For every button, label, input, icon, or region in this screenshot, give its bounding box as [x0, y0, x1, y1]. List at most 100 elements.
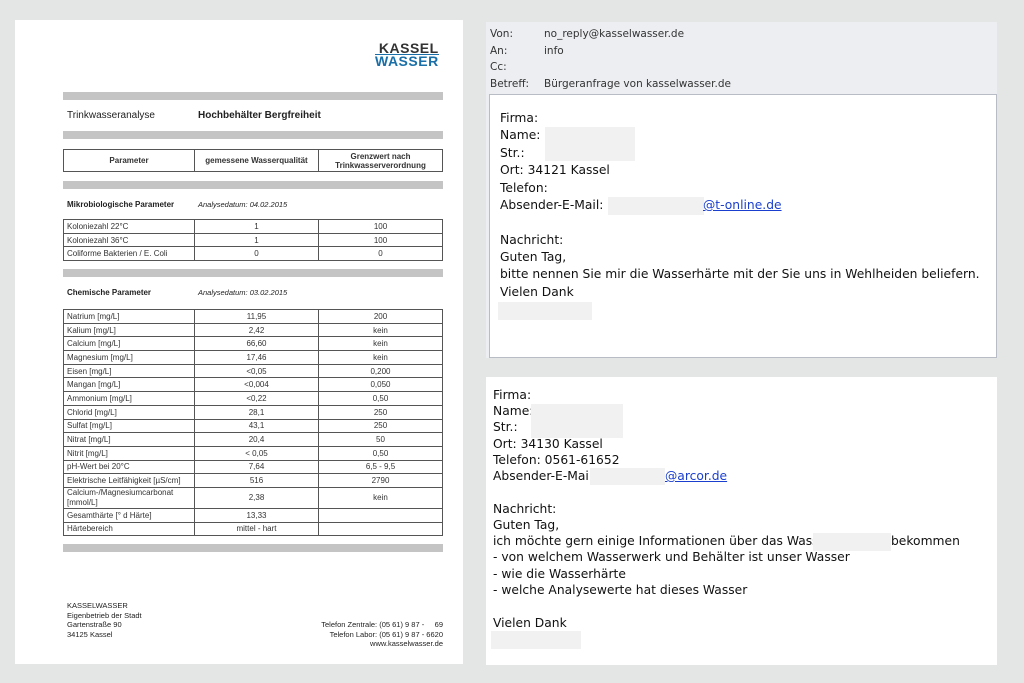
kasselwasser-logo: KASSEL WASSER — [375, 40, 439, 69]
closing: Vielen Dank — [500, 285, 574, 299]
table-cell: Natrium [mg/L] — [63, 309, 195, 324]
table-cell: 2,38 — [194, 486, 319, 509]
table-cell: Magnesium [mg/L] — [63, 350, 195, 365]
table-row: Natrium [mg/L] 11,95 200 — [63, 309, 443, 324]
header-label: Cc: — [490, 61, 507, 73]
table-cell: 100 — [318, 219, 443, 234]
table-cell: 13,33 — [194, 507, 319, 523]
header-cell: Grenzwert nach Trinkwasserverordnung — [318, 149, 443, 172]
table-cell: pH-Wert bei 20°C — [63, 459, 195, 475]
firma: Firma: — [500, 111, 539, 125]
table-cell: 2,42 — [194, 322, 319, 338]
header-label: Von: — [490, 28, 513, 40]
table-cell: 50 — [318, 432, 443, 447]
table-cell: <0,004 — [194, 377, 319, 393]
table-cell: 6,5 - 9,5 — [318, 459, 443, 475]
redacted — [590, 468, 665, 485]
table-cell: kein — [318, 350, 443, 365]
email-2: Firma: Name: Str.: Ort: 34130 Kassel Tel… — [486, 377, 997, 665]
bullet: - von welchem Wasserwerk und Behälter is… — [493, 550, 850, 564]
phone: Telefon: — [500, 181, 548, 195]
divider — [63, 92, 443, 100]
header-value: Bürgeranfrage von kasselwasser.de — [544, 77, 731, 90]
chem-table: Natrium [mg/L] 11,95 200 Kalium [mg/L] 2,42 k… — [63, 309, 443, 537]
firma: Firma: — [493, 388, 532, 402]
table-cell: 0,050 — [318, 377, 443, 393]
street: Str.: — [500, 146, 525, 160]
table-cell: Gesamthärte [° d Härte] — [63, 507, 195, 523]
table-cell: Ammonium [mg/L] — [63, 391, 195, 406]
bullet: - welche Analysewerte hat dieses Wasser — [493, 583, 748, 597]
table-cell: kein — [318, 486, 443, 509]
message-label: Nachricht: — [493, 502, 557, 516]
table-cell: 1 — [194, 219, 319, 234]
table-row: Coliforme Bakterien / E. Coli 0 0 — [63, 246, 443, 262]
title-value: Hochbehälter Bergfreiheit — [198, 110, 321, 121]
table-cell: 0 — [194, 246, 319, 262]
water-analysis-document: KASSEL WASSER Trinkwasseranalyse Hochbehä… — [15, 20, 463, 664]
street: Str.: — [493, 420, 518, 434]
table-row: Härtebereich mittel - hart — [63, 521, 443, 537]
phone: Telefon: 0561-61652 — [493, 453, 620, 467]
micro-title: Mikrobiologische Parameter — [67, 200, 175, 209]
city: Ort: 34130 Kassel — [493, 437, 603, 451]
table-row: Elektrische Leitfähigkeit [µS/cm] 516 2790 — [63, 473, 443, 488]
email-1-body: Firma: Name: Str.: Ort: 34121 Kassel Tel… — [489, 94, 997, 358]
header-value: no_reply@kasselwasser.de — [544, 28, 685, 40]
table-cell: Sulfat [mg/L] — [63, 418, 195, 434]
table-cell: Härtebereich — [63, 521, 195, 537]
table-row: Calcium [mg/L] 66,60 kein — [63, 336, 443, 352]
table-cell: 28,1 — [194, 404, 319, 420]
table-cell: Calcium [mg/L] — [63, 336, 195, 352]
table-cell: 2790 — [318, 473, 443, 488]
table-cell: kein — [318, 336, 443, 352]
redacted — [498, 302, 592, 320]
closing: Vielen Dank — [493, 616, 567, 630]
table-cell: 200 — [318, 309, 443, 324]
table-row: Kalium [mg/L] 2,42 kein — [63, 322, 443, 338]
sender-email-label: Absender-E-Mail: — [500, 198, 604, 212]
table-cell: Mangan [mg/L] — [63, 377, 195, 393]
name: Name: — [493, 404, 534, 418]
city: Ort: 34121 Kassel — [500, 163, 610, 177]
table-row: Koloniezahl 36°C 1 100 — [63, 232, 443, 248]
table-cell: 20,4 — [194, 432, 319, 447]
table-cell: 17,46 — [194, 350, 319, 365]
redacted — [608, 197, 704, 215]
chem-date: Analysedatum: 03.02.2015 — [198, 288, 288, 297]
table-cell — [318, 521, 443, 537]
header-value: info — [544, 44, 564, 57]
table-row: Mangan [mg/L] <0,004 0,050 — [63, 377, 443, 393]
micro-table: Koloniezahl 22°C 1 100 Koloniezahl 36°C 1 100… — [63, 219, 443, 262]
table-cell: Koloniezahl 36°C — [63, 232, 195, 248]
table-cell: Nitrit [mg/L] — [63, 445, 195, 461]
redacted — [491, 631, 581, 649]
table-row: Nitrat [mg/L] 20,4 50 — [63, 432, 443, 447]
sender-email-link[interactable]: @arcor.de — [665, 469, 728, 483]
divider — [63, 131, 443, 139]
message-line: ich möchte gern einige Informationen übe… — [493, 534, 851, 548]
table-cell: Kalium [mg/L] — [63, 322, 195, 338]
footer-contact: Telefon Zentrale: (05 61) 9 87 - 69 Telef… — [321, 620, 443, 648]
table-cell: Elektrische Leitfähigkeit [µS/cm] — [63, 473, 195, 488]
table-cell: mittel - hart — [194, 521, 319, 537]
table-row: Calcium-/Magnesiumcarbonat [mmol/L] 2,38 k… — [63, 486, 443, 509]
header-label: An: — [490, 44, 508, 57]
sender-email-link[interactable]: @t-online.de — [703, 198, 782, 212]
table-cell: 250 — [318, 418, 443, 434]
divider — [63, 181, 443, 189]
table-cell: 250 — [318, 404, 443, 420]
greeting: Guten Tag, — [500, 250, 567, 264]
redacted — [531, 404, 623, 438]
table-row: Gesamthärte [° d Härte] 13,33 — [63, 507, 443, 523]
footer-address: KASSELWASSER Eigenbetrieb der Stadt Garten… — [67, 601, 142, 639]
email-1: Von: no_reply@kasselwasser.de An: info Cc: Be… — [486, 22, 997, 358]
name: Name: — [500, 128, 541, 142]
header-cell: gemessene Wasserqualität — [194, 149, 319, 172]
table-cell: 0,200 — [318, 363, 443, 379]
table-row: Eisen [mg/L] <0,05 0,200 — [63, 363, 443, 379]
table-cell: 0,50 — [318, 391, 443, 406]
table-cell: < 0,05 — [194, 445, 319, 461]
table-row: pH-Wert bei 20°C 7,64 6,5 - 9,5 — [63, 459, 443, 475]
table-cell: Calcium-/Magnesiumcarbonat [mmol/L] — [63, 486, 195, 509]
